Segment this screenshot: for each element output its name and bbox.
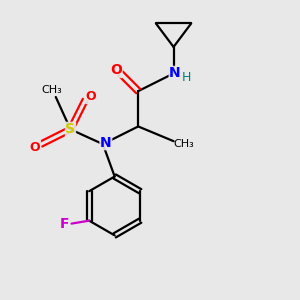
Text: S: S bbox=[65, 122, 76, 136]
Text: CH₃: CH₃ bbox=[173, 139, 194, 149]
Text: F: F bbox=[59, 217, 69, 231]
Text: O: O bbox=[110, 64, 122, 77]
Text: O: O bbox=[86, 91, 96, 103]
Text: H: H bbox=[182, 71, 191, 84]
Text: O: O bbox=[30, 141, 40, 154]
Text: CH₃: CH₃ bbox=[41, 85, 62, 94]
Text: N: N bbox=[100, 136, 112, 150]
Text: N: N bbox=[169, 66, 181, 80]
